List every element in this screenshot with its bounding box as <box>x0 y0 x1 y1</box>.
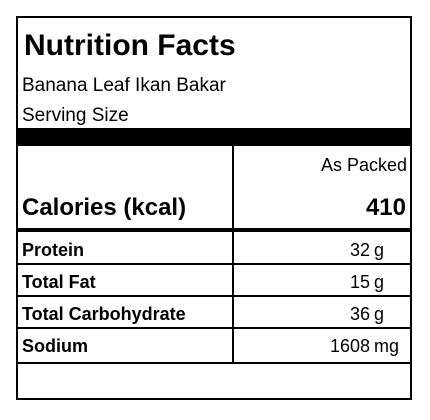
rule <box>18 263 410 265</box>
nutrient-unit: mg <box>374 336 400 356</box>
title: Nutrition Facts <box>24 29 236 62</box>
thick-bar <box>18 128 410 146</box>
rule <box>18 228 410 232</box>
nutrient-value: 15 <box>349 272 370 292</box>
product-name: Banana Leaf Ikan Bakar <box>22 75 226 96</box>
serving-size: Serving Size <box>22 105 129 126</box>
nutrient-unit: g <box>374 240 385 260</box>
column-divider <box>232 146 234 362</box>
nutrient-value: 36 <box>349 304 370 324</box>
nutrient-label: Protein <box>22 240 85 260</box>
nutrient-unit: g <box>374 304 385 324</box>
nutrient-value: 1608 <box>329 336 370 356</box>
nutrient-unit: g <box>374 272 385 292</box>
nutrient-label: Sodium <box>22 336 88 356</box>
nutrient-label: Total Carbohydrate <box>22 304 186 324</box>
rule <box>18 327 410 329</box>
calories-label: Calories (kcal) <box>22 194 187 221</box>
rule <box>18 295 410 297</box>
rule <box>18 362 410 364</box>
nutrition-label: Nutrition Facts Banana Leaf Ikan Bakar S… <box>16 16 412 400</box>
calories-value: 410 <box>365 194 406 221</box>
nutrient-value: 32 <box>349 240 370 260</box>
column-header: As Packed <box>320 155 407 175</box>
nutrient-label: Total Fat <box>22 272 96 292</box>
